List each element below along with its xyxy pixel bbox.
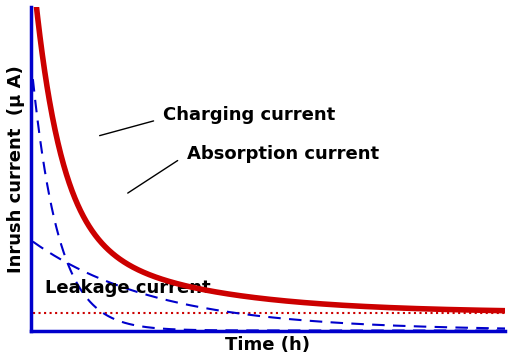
Text: Charging current: Charging current	[163, 106, 336, 124]
Text: Absorption current: Absorption current	[187, 145, 379, 163]
Text: Leakage current: Leakage current	[45, 279, 210, 297]
X-axis label: Time (h): Time (h)	[225, 336, 310, 354]
Y-axis label: Inrush current  (μ A): Inrush current (μ A)	[7, 65, 25, 273]
